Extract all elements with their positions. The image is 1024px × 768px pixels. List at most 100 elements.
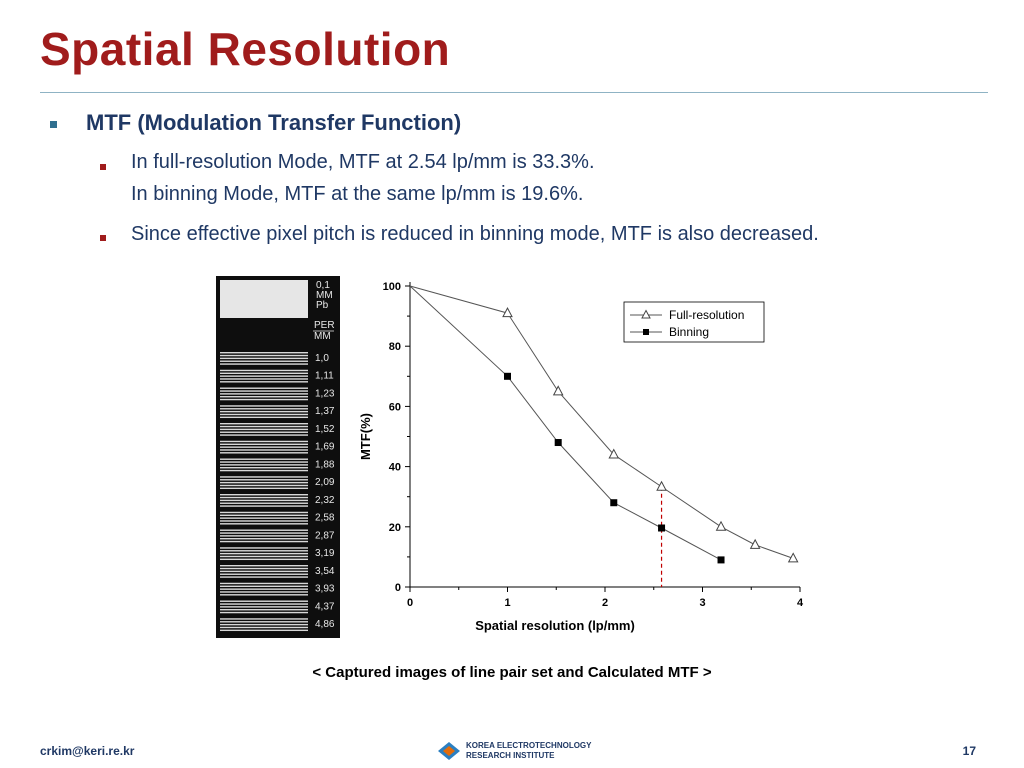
lp-frequency-label: 1,69 bbox=[315, 442, 335, 453]
lp-unit-label: PER bbox=[314, 320, 335, 331]
line-pair-bar bbox=[220, 387, 308, 389]
line-pair-bar bbox=[220, 487, 308, 490]
data-point-full-resolution bbox=[656, 480, 667, 491]
legend-box bbox=[623, 301, 765, 343]
lp-header-label: MM bbox=[316, 290, 333, 301]
sub-bullet-2: Since effective pixel pitch is reduced i… bbox=[131, 223, 819, 245]
legend-label: Full-resolution bbox=[669, 308, 744, 322]
lp-frequency-label: 2,58 bbox=[315, 513, 335, 524]
line-pair-bar bbox=[220, 354, 308, 357]
data-point-binning bbox=[504, 372, 511, 380]
line-pair-bar bbox=[220, 469, 308, 472]
line-pair-bar bbox=[220, 423, 308, 425]
line-pair-bar bbox=[220, 408, 308, 410]
legend-label: Binning bbox=[669, 325, 709, 339]
x-tick-label: 0 bbox=[407, 597, 413, 609]
line-pair-bar bbox=[220, 405, 308, 407]
data-point-full-resolution bbox=[608, 448, 620, 459]
lp-frequency-label: 1,0 bbox=[315, 353, 329, 364]
line-pair-bar bbox=[220, 547, 308, 549]
lp-frequency-label: 2,87 bbox=[315, 530, 335, 541]
data-point-full-resolution bbox=[502, 307, 513, 318]
y-tick-label: 20 bbox=[389, 522, 401, 534]
x-tick-label: 4 bbox=[797, 597, 804, 609]
line-pair-bar bbox=[220, 369, 308, 372]
line-pair-bar bbox=[220, 496, 308, 499]
line-pair-bar bbox=[220, 626, 308, 629]
line-pair-bar bbox=[220, 585, 308, 588]
lp-frequency-label: 1,23 bbox=[315, 388, 335, 399]
line-pair-bar bbox=[220, 505, 308, 507]
line-pair-bar bbox=[220, 363, 308, 365]
lp-frequency-label: 1,11 bbox=[315, 371, 334, 382]
y-tick-label: 80 bbox=[389, 341, 401, 353]
line-pair-bar bbox=[220, 529, 308, 531]
line-pair-bar bbox=[220, 396, 308, 398]
line-pair-bar bbox=[220, 479, 308, 481]
line-pair-bar bbox=[220, 467, 308, 469]
line-pair-bar bbox=[220, 603, 308, 605]
line-pair-bar bbox=[220, 520, 308, 522]
keri-logo: KOREA ELECTROTECHNOLOGY RESEARCH INSTITU… bbox=[436, 740, 596, 764]
y-tick-label: 100 bbox=[383, 281, 401, 293]
data-point-full-resolution bbox=[715, 520, 727, 531]
lp-frequency-label: 4,37 bbox=[315, 601, 335, 612]
line-pair-bar bbox=[220, 378, 308, 380]
title-divider bbox=[40, 92, 988, 93]
lp-frequency-label: 1,37 bbox=[315, 406, 335, 417]
line-pair-bar bbox=[220, 452, 308, 454]
line-pair-bar bbox=[220, 606, 308, 608]
line-pair-bar bbox=[220, 558, 308, 561]
line-pair-bar bbox=[220, 609, 308, 611]
data-point-full-resolution bbox=[552, 385, 564, 396]
line-pair-bar bbox=[220, 494, 308, 496]
legend-marker-full-resolution bbox=[641, 309, 651, 319]
line-pair-bar bbox=[220, 570, 308, 573]
line-pair-bar bbox=[220, 623, 308, 626]
line-pair-bar bbox=[220, 398, 308, 401]
bullet-square bbox=[50, 121, 57, 128]
line-pair-bar bbox=[220, 434, 308, 436]
y-axis-label: MTF(%) bbox=[358, 413, 373, 460]
bullet-square-small bbox=[100, 164, 106, 170]
line-pair-bar bbox=[220, 481, 308, 484]
line-pair-bar bbox=[220, 567, 308, 570]
lp-frequency-label: 3,19 bbox=[315, 548, 335, 559]
line-pair-bar bbox=[220, 502, 308, 504]
line-pair-bar bbox=[220, 576, 308, 578]
line-pair-bar bbox=[220, 413, 308, 416]
x-tick-label: 2 bbox=[602, 597, 608, 609]
lp-unit-label: MM bbox=[314, 331, 331, 342]
line-pair-bar bbox=[220, 591, 308, 593]
line-pair-bar bbox=[220, 476, 308, 478]
line-pair-bar bbox=[220, 535, 308, 537]
lp-frequency-label: 3,93 bbox=[315, 584, 335, 595]
data-point-binning bbox=[658, 524, 666, 532]
sub-bullet-1-line-2: In binning Mode, MTF at the same lp/mm i… bbox=[131, 183, 584, 205]
line-pair-bar bbox=[220, 582, 308, 585]
line-pair-bar bbox=[220, 517, 308, 519]
x-axis-label: Spatial resolution (lp/mm) bbox=[475, 618, 635, 633]
page-number: 17 bbox=[962, 744, 976, 758]
line-pair-bar bbox=[220, 588, 308, 590]
line-pair-bar bbox=[220, 573, 308, 575]
y-tick-label: 60 bbox=[389, 401, 401, 413]
line-pair-bar bbox=[220, 381, 308, 383]
line-pair-bar bbox=[220, 352, 308, 354]
org-name-line-2: RESEARCH INSTITUTE bbox=[466, 751, 555, 760]
org-name-line-1: KOREA ELECTROTECHNOLOGY bbox=[466, 741, 592, 750]
data-point-binning bbox=[554, 439, 562, 447]
series-line-binning bbox=[409, 285, 722, 561]
line-pair-bar bbox=[220, 416, 308, 419]
line-pair-bar bbox=[220, 393, 308, 395]
line-pair-bar bbox=[220, 440, 308, 443]
keri-logo-icon bbox=[438, 742, 460, 760]
line-pair-bar bbox=[220, 431, 308, 433]
line-pair-bar bbox=[220, 555, 308, 558]
bullet-square-small bbox=[100, 235, 106, 241]
y-tick-label: 0 bbox=[395, 582, 401, 594]
line-pair-image: 0,1MMPbPERMM1,01,111,231,371,521,691,882… bbox=[216, 276, 340, 638]
lp-frequency-label: 1,52 bbox=[315, 424, 335, 435]
lp-frequency-label: 1,88 bbox=[315, 459, 335, 470]
figure-caption: < Captured images of line pair set and C… bbox=[312, 664, 712, 681]
